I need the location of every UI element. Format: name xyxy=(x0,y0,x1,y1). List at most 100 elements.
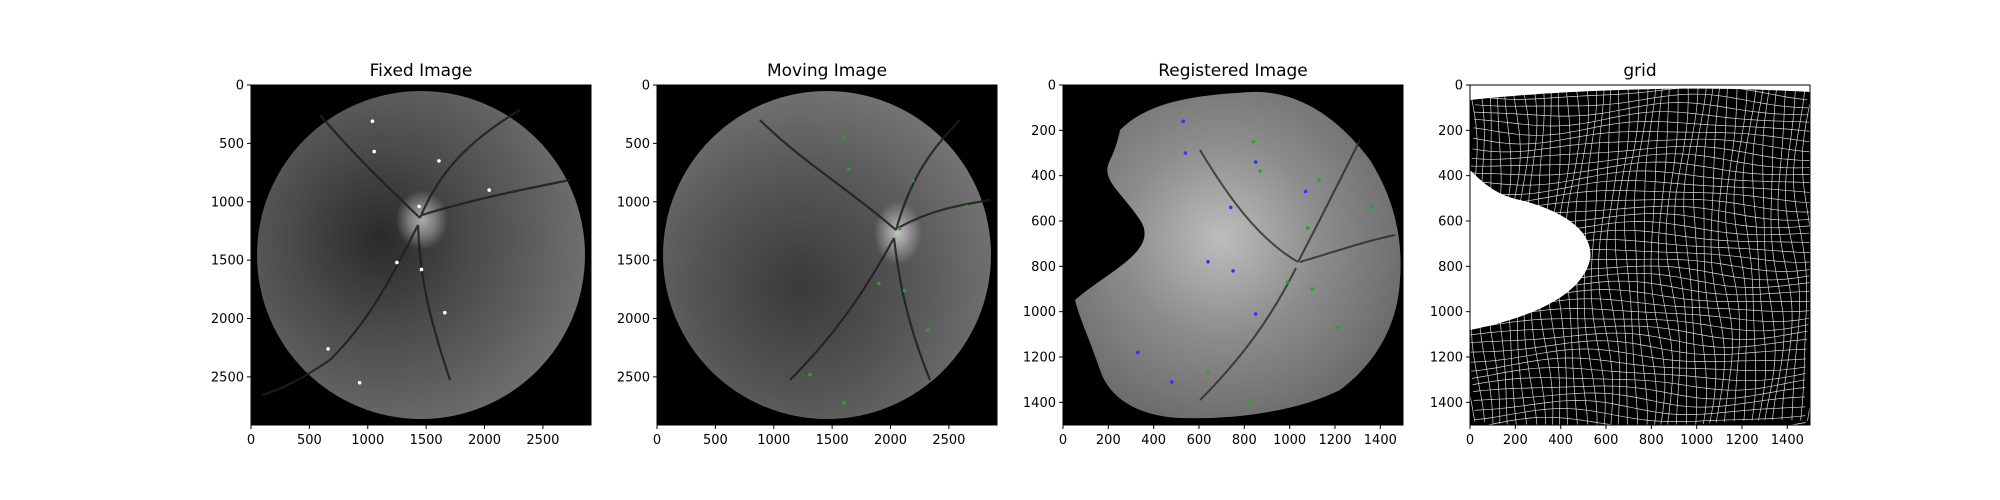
y-tick-label: 200 xyxy=(1031,124,1056,139)
grid-line xyxy=(1650,85,1666,425)
x-tick-label: 0 xyxy=(1466,433,1474,448)
landmark-point xyxy=(370,119,375,123)
moving-image-panel: Moving Image 0 500 1000 1500 2000 2500 0 500 100… xyxy=(617,61,998,449)
grid-line xyxy=(1470,190,1810,204)
x-tick-label: 1200 xyxy=(1725,433,1758,448)
registered-point xyxy=(1136,350,1140,355)
x-tick-label: 1200 xyxy=(1318,433,1351,448)
registered-point xyxy=(1253,160,1258,164)
landmark-point xyxy=(326,347,330,351)
x-tick-label: 1000 xyxy=(1273,433,1306,448)
grid-line xyxy=(1538,86,1554,425)
registered-point xyxy=(1285,280,1290,285)
landmark-point xyxy=(842,135,846,140)
y-tick-label: 800 xyxy=(1438,260,1463,275)
registered-point xyxy=(1251,139,1256,144)
landmark-point xyxy=(419,267,424,272)
fixed-image-title: Fixed Image xyxy=(370,61,473,81)
y-tick-label: 1000 xyxy=(1430,305,1463,320)
landmark-point xyxy=(877,281,881,286)
y-tick-label: 1400 xyxy=(1430,396,1463,411)
grid-line xyxy=(1470,213,1810,229)
grid-line xyxy=(1474,408,1806,422)
landmark-point xyxy=(357,380,362,385)
grid-line xyxy=(1470,229,1810,245)
y-tick-label: 0 xyxy=(1455,79,1463,94)
y-tick-label: 0 xyxy=(1048,79,1056,94)
grid-line xyxy=(1470,205,1810,221)
grid-panel: grid 0 200 400 600 800 1000 1200 1400 0 200 400 600… xyxy=(1430,61,1811,449)
x-tick-label: 2500 xyxy=(526,433,559,448)
grid-line xyxy=(1487,89,1502,424)
x-tick-label: 400 xyxy=(1548,433,1573,448)
x-tick-label: 2000 xyxy=(468,433,501,448)
grid-line xyxy=(1478,89,1494,424)
moving-image-axes: 0 500 1000 1500 2000 2500 0 500 1000 1500 2000 2500 xyxy=(617,79,966,449)
x-tick-label: 400 xyxy=(1141,433,1166,448)
x-tick-label: 200 xyxy=(1096,433,1121,448)
y-tick-label: 2500 xyxy=(617,370,650,385)
registered-point xyxy=(1317,178,1321,182)
grid-line xyxy=(1785,89,1800,421)
registered-point xyxy=(1181,119,1185,124)
grid-line xyxy=(1470,289,1810,304)
y-tick-label: 500 xyxy=(625,137,650,152)
landmark-point xyxy=(902,288,907,293)
grid-line xyxy=(1470,221,1810,236)
grid-line xyxy=(1470,308,1810,322)
grid-line xyxy=(1598,85,1614,425)
x-tick-label: 600 xyxy=(1187,433,1212,448)
grid-line xyxy=(1474,85,1807,93)
x-tick-label: 1000 xyxy=(351,433,384,448)
registered-point xyxy=(1310,287,1315,291)
landmark-point xyxy=(926,328,930,332)
x-tick-label: 800 xyxy=(1639,433,1664,448)
deformation-grid xyxy=(1470,85,1810,425)
y-tick-label: 0 xyxy=(642,79,650,94)
fixed-image-panel: Fixed Image 0 500 1000 1500 2000 2500 0 500 1000… xyxy=(211,61,592,448)
x-tick-label: 800 xyxy=(1232,433,1257,448)
grid-line xyxy=(1470,161,1810,176)
x-tick-label: 600 xyxy=(1594,433,1619,448)
y-tick-label: 200 xyxy=(1438,124,1463,139)
grid-line xyxy=(1470,280,1810,296)
grid-line xyxy=(1777,88,1793,421)
registered-point xyxy=(1303,189,1308,194)
fixed-image-content xyxy=(251,85,591,425)
y-tick-label: 1500 xyxy=(211,254,244,269)
grid-line xyxy=(1474,400,1806,415)
grid-line xyxy=(1470,239,1810,255)
grid-line xyxy=(1470,348,1806,363)
registered-image-panel: Registered Image 0 200 400 600 800 1000 1200 14… xyxy=(1023,61,1404,448)
registered-point xyxy=(1247,400,1251,405)
grid-line xyxy=(1762,87,1776,421)
y-tick-label: 800 xyxy=(1031,260,1056,275)
grid-line xyxy=(1657,85,1673,425)
landmark-point xyxy=(417,204,421,209)
landmark-point xyxy=(437,159,441,163)
moving-image-content xyxy=(657,85,997,425)
grid-line xyxy=(1471,153,1810,169)
grid-line xyxy=(1471,89,1486,423)
x-tick-label: 1400 xyxy=(1364,433,1397,448)
grid-line xyxy=(1516,88,1530,425)
grid-line xyxy=(1471,357,1806,372)
y-tick-label: 2000 xyxy=(617,312,650,327)
grid-axes: 0 200 400 600 800 1000 1200 1400 0 200 400 600 800 10… xyxy=(1430,79,1804,449)
y-tick-label: 2500 xyxy=(211,370,244,385)
grid-line xyxy=(1665,85,1681,425)
grid-line xyxy=(1470,340,1807,356)
registered-point xyxy=(1306,226,1310,230)
grid-line xyxy=(1590,85,1606,425)
grid-line xyxy=(1733,85,1748,421)
grid-line xyxy=(1485,416,1806,425)
grid-line xyxy=(1470,298,1810,314)
y-tick-label: 2000 xyxy=(211,312,244,327)
landmark-point xyxy=(910,178,915,183)
grid-line xyxy=(1624,85,1640,425)
y-tick-label: 400 xyxy=(1438,169,1463,184)
grid-line xyxy=(1710,85,1725,423)
grid-line xyxy=(1725,85,1741,422)
grid-line xyxy=(1546,85,1561,425)
grid-line xyxy=(1471,145,1810,161)
